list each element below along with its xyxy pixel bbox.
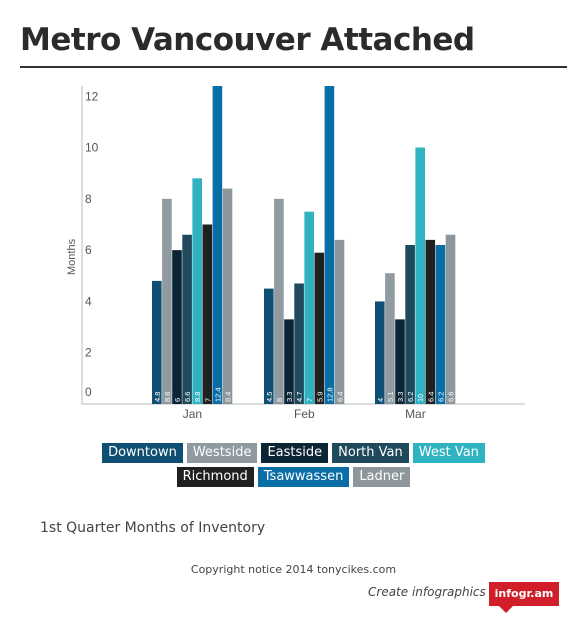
bar	[172, 250, 182, 404]
y-tick-label: 8	[85, 192, 92, 206]
bar	[425, 239, 436, 404]
legend-item[interactable]: Ladner	[353, 467, 411, 487]
bar	[274, 198, 284, 404]
x-tick-label: Feb	[294, 407, 315, 421]
legend-item[interactable]: Tsawwassen	[257, 467, 350, 487]
bar-value-label: 7	[203, 398, 212, 402]
bar	[152, 280, 162, 404]
legend-row: Downtown Westside Eastside North Van West Va…	[0, 443, 587, 463]
bar	[182, 234, 192, 404]
legend-item[interactable]: Eastside	[261, 443, 329, 463]
bar	[415, 147, 425, 404]
bar	[314, 252, 325, 404]
bar	[395, 319, 405, 404]
x-tick-label: Mar	[405, 407, 426, 421]
legend-item[interactable]: Richmond	[176, 467, 254, 487]
bar-value-label: 8.4	[224, 392, 233, 402]
bar	[284, 319, 294, 404]
chart-subtitle: 1st Quarter Months of Inventory	[40, 520, 266, 536]
y-tick-label: 0	[85, 385, 92, 399]
bar-value-label: 6.2	[406, 392, 415, 402]
bar-value-label: 4.7	[295, 392, 304, 402]
bar-value-label: 12.4	[213, 387, 222, 402]
bar-value-label: 8	[275, 398, 284, 402]
bar	[405, 245, 415, 404]
y-axis-label: Months	[66, 238, 78, 275]
y-tick-label: 2	[85, 346, 92, 360]
bar	[334, 239, 345, 404]
bar-value-label: 6.6	[447, 392, 456, 402]
bar-value-label: 4	[376, 398, 385, 402]
bar	[375, 301, 385, 404]
bar	[264, 288, 274, 404]
bar	[202, 224, 213, 404]
bar	[304, 211, 314, 404]
bar-value-label: 7	[305, 398, 314, 402]
bar	[192, 178, 202, 404]
legend-item[interactable]: West Van	[412, 443, 485, 463]
bar	[162, 198, 172, 404]
page-title: Metro Vancouver Attached	[20, 22, 475, 58]
bar-value-label: 4.8	[153, 392, 162, 402]
infogram-badge[interactable]: infogr.am	[489, 582, 559, 606]
bar-value-label: 3.3	[396, 392, 405, 402]
y-tick-label: 10	[85, 141, 99, 155]
legend-item[interactable]: Downtown	[102, 443, 183, 463]
y-tick-label: 6	[85, 243, 92, 257]
bar	[324, 86, 335, 404]
bar	[385, 273, 395, 404]
x-tick-label: Jan	[183, 407, 202, 421]
bar	[445, 234, 456, 404]
legend-row: Richmond Tsawwassen Ladner	[0, 467, 587, 487]
legend-item[interactable]: Westside	[186, 443, 258, 463]
bar-value-label: 5.1	[386, 392, 395, 402]
chart-legend: Downtown Westside Eastside North Van West Va…	[0, 443, 587, 491]
create-infographics-link[interactable]: Create infographics	[368, 585, 486, 599]
bar-value-label: 6	[173, 398, 182, 402]
bar-value-label: 6.6	[183, 392, 192, 402]
copyright-notice: Copyright notice 2014 tonycikes.com	[190, 563, 397, 576]
bar-value-label: 5.9	[315, 392, 324, 402]
legend-item[interactable]: North Van	[332, 443, 409, 463]
bar-value-label: 3.3	[285, 392, 294, 402]
bar	[222, 188, 233, 404]
y-tick-label: 12	[85, 89, 99, 103]
bar	[212, 86, 223, 404]
title-divider	[20, 66, 567, 68]
bar-value-label: 8.8	[193, 392, 202, 402]
bar	[294, 283, 304, 404]
y-tick-label: 4	[85, 294, 92, 308]
bar-value-label: 10	[416, 394, 425, 402]
bar-value-label: 6.2	[436, 392, 445, 402]
badge-tail	[499, 606, 513, 613]
bar	[435, 245, 446, 404]
bar-value-label: 12.8	[325, 387, 334, 402]
bar-value-label: 8.6	[163, 392, 172, 402]
bar-value-label: 6.4	[336, 392, 345, 402]
bar-value-label: 6.4	[426, 392, 435, 402]
bar-value-label: 4.5	[265, 392, 274, 402]
